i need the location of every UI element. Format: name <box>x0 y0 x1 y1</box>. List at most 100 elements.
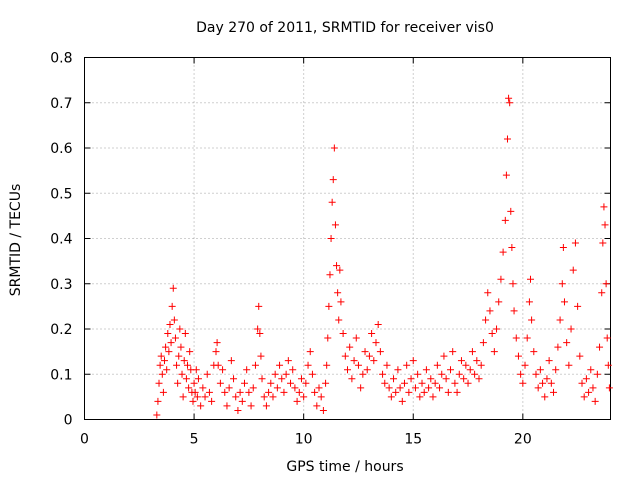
data-point <box>523 334 531 342</box>
data-point <box>230 375 238 383</box>
data-point <box>447 366 455 374</box>
x-tick-label: 20 <box>514 432 532 448</box>
data-point <box>336 266 344 274</box>
data-point <box>501 216 509 224</box>
data-point <box>201 393 209 401</box>
data-point <box>473 357 481 365</box>
data-point <box>527 275 535 283</box>
data-point <box>157 352 165 360</box>
data-point <box>308 370 316 378</box>
data-point <box>502 171 510 179</box>
data-point <box>543 375 551 383</box>
data-point <box>180 357 188 365</box>
data-point <box>359 370 367 378</box>
data-point <box>466 366 474 374</box>
data-point <box>460 375 468 383</box>
data-point <box>409 357 417 365</box>
data-point <box>267 379 275 387</box>
data-point <box>534 384 542 392</box>
data-point <box>260 393 268 401</box>
data-point <box>247 402 255 410</box>
data-point <box>574 302 582 310</box>
data-point <box>457 357 465 365</box>
data-point <box>191 388 199 396</box>
data-point <box>455 370 463 378</box>
data-point <box>589 384 597 392</box>
data-point <box>598 289 606 297</box>
data-point <box>236 388 244 396</box>
data-point <box>396 384 404 392</box>
data-point <box>331 221 339 229</box>
data-point <box>591 397 599 405</box>
y-tick-label: 0.8 <box>50 51 72 67</box>
data-point <box>344 366 351 374</box>
x-tick-label: 15 <box>404 432 422 448</box>
data-point <box>323 361 331 369</box>
data-point <box>159 388 167 396</box>
data-point <box>291 384 299 392</box>
point-layer <box>153 94 613 419</box>
data-point <box>214 361 222 369</box>
data-point <box>357 384 365 392</box>
data-point <box>427 375 435 383</box>
data-point <box>411 384 419 392</box>
y-axis-label: SRMTID / TECUs <box>8 184 24 297</box>
data-point <box>556 316 564 324</box>
data-point <box>271 370 279 378</box>
grid-layer <box>84 57 611 420</box>
tick-layer: 0 5 10 15 20 0 0.1 0.2 0.3 0.4 0.5 0.6 0.7 0.8 <box>50 51 611 448</box>
data-point <box>593 370 601 378</box>
data-point <box>329 176 337 184</box>
data-point <box>328 198 336 206</box>
data-point <box>503 135 511 143</box>
data-point <box>350 357 358 365</box>
data-point <box>541 393 549 401</box>
data-point <box>249 384 257 392</box>
data-point <box>257 352 265 360</box>
data-point <box>302 379 310 387</box>
data-point <box>600 203 608 211</box>
data-point <box>179 393 187 401</box>
data-point <box>337 298 345 306</box>
data-point <box>293 397 301 405</box>
data-point <box>306 348 314 356</box>
data-point <box>580 393 588 401</box>
data-point <box>495 298 503 306</box>
data-point <box>319 406 327 414</box>
data-point <box>560 298 568 306</box>
data-point <box>171 334 179 342</box>
data-point <box>387 393 395 401</box>
data-point <box>530 348 538 356</box>
data-point <box>449 348 457 356</box>
data-point <box>194 375 202 383</box>
data-point <box>565 361 573 369</box>
data-point <box>482 316 490 324</box>
data-point <box>333 262 341 270</box>
data-point <box>192 366 200 374</box>
data-point <box>219 366 227 374</box>
data-point <box>536 366 544 374</box>
data-point <box>213 339 221 347</box>
data-point <box>596 343 604 351</box>
chart-title: Day 270 of 2011, SRMTID for receiver vis… <box>196 20 494 36</box>
data-point <box>205 388 213 396</box>
data-point <box>167 339 175 347</box>
data-point <box>433 361 441 369</box>
data-point <box>176 325 184 333</box>
data-point <box>416 393 424 401</box>
data-point <box>175 352 183 360</box>
data-point <box>170 316 178 324</box>
data-point <box>223 402 231 410</box>
data-point <box>322 379 330 387</box>
y-tick-label: 0.1 <box>50 367 72 383</box>
data-point <box>508 244 516 252</box>
data-point <box>601 221 609 229</box>
data-point <box>605 384 613 392</box>
data-point <box>278 375 286 383</box>
data-point <box>160 357 168 365</box>
data-point <box>232 393 240 401</box>
data-point <box>400 379 408 387</box>
data-point <box>203 370 211 378</box>
